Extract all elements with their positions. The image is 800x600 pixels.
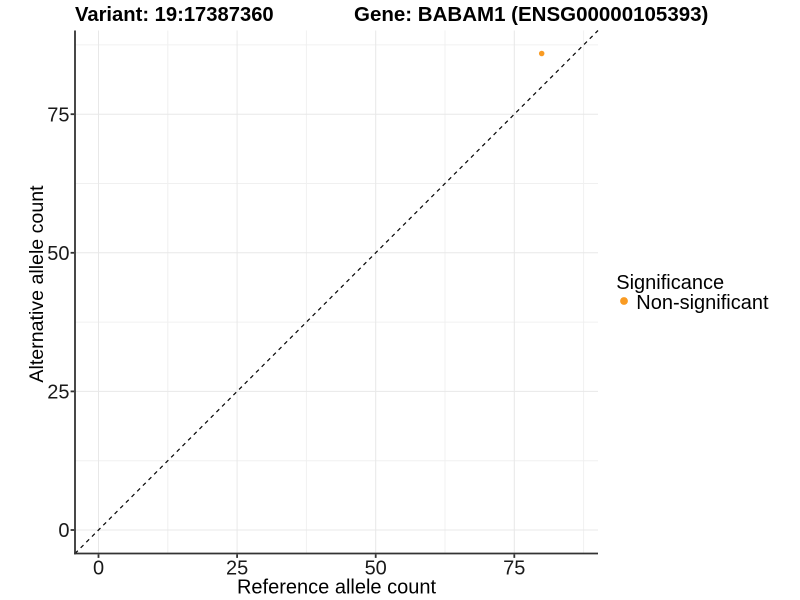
svg-text:0: 0 — [58, 520, 69, 542]
svg-text:25: 25 — [47, 382, 69, 404]
svg-text:50: 50 — [47, 243, 69, 265]
svg-text:Alternative allele count: Alternative allele count — [26, 185, 48, 383]
svg-text:Reference allele count: Reference allele count — [237, 577, 436, 599]
svg-text:75: 75 — [47, 104, 69, 126]
svg-text:Variant: 19:17387360: Variant: 19:17387360 — [75, 4, 274, 26]
svg-text:75: 75 — [503, 558, 525, 580]
svg-text:50: 50 — [365, 558, 387, 580]
svg-text:0: 0 — [93, 558, 104, 580]
svg-text:Significance: Significance — [616, 272, 724, 294]
svg-text:Non-significant: Non-significant — [636, 292, 769, 314]
svg-text:Gene: BABAM1 (ENSG00000105393): Gene: BABAM1 (ENSG00000105393) — [354, 3, 708, 26]
svg-text:25: 25 — [226, 558, 248, 580]
